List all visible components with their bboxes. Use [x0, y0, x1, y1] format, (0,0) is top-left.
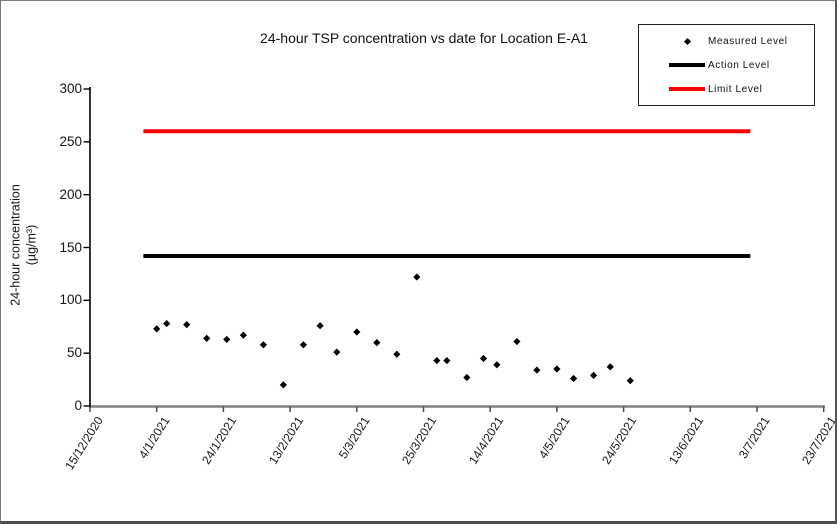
data-point — [203, 334, 211, 342]
y-tick-label: 100 — [59, 292, 82, 308]
data-point — [433, 356, 441, 365]
data-point — [239, 331, 248, 339]
y-axis-title-text: 24-hour concentration (µg/m³) — [8, 184, 39, 306]
data-point — [493, 361, 501, 369]
data-point — [569, 374, 578, 383]
data-point — [413, 273, 421, 281]
data-point — [443, 356, 451, 365]
y-tick-label: 250 — [59, 133, 82, 149]
data-point — [393, 350, 401, 358]
legend-item-limit: Limit Level — [667, 80, 810, 98]
data-point — [589, 371, 598, 379]
y-tick-label: 0 — [74, 398, 82, 413]
data-point — [353, 328, 361, 336]
data-point — [316, 322, 324, 330]
data-point — [463, 373, 471, 382]
legend-label-limit: Limit Level — [708, 83, 763, 95]
data-point — [553, 365, 561, 373]
y-tick-label: 150 — [59, 239, 82, 255]
data-point — [153, 325, 161, 333]
y-tick-label: 200 — [59, 186, 82, 202]
data-point — [259, 341, 268, 349]
legend-label-action: Action Level — [708, 59, 770, 71]
legend-symbol-measured — [667, 37, 707, 45]
data-point — [163, 319, 171, 328]
data-point — [533, 366, 541, 374]
action-line-icon — [669, 63, 705, 67]
y-tick-label: 50 — [66, 345, 82, 361]
diamond-marker-icon — [683, 37, 691, 45]
data-point — [513, 337, 521, 346]
legend-item-measured: Measured Level — [667, 32, 810, 50]
data-point — [299, 341, 308, 349]
y-axis-title-line1: 24-hour concentration — [8, 184, 23, 306]
data-point — [183, 321, 191, 329]
y-tick-label: 300 — [59, 81, 82, 96]
data-point — [479, 354, 488, 363]
data-point — [626, 377, 634, 385]
legend-label-measured: Measured Level — [708, 35, 788, 47]
data-point — [279, 381, 288, 389]
data-point — [333, 348, 341, 356]
legend-symbol-action — [667, 63, 707, 67]
chart-title: 24-hour TSP concentration vs date for Lo… — [260, 30, 588, 46]
legend-symbol-limit — [667, 87, 707, 91]
data-point — [373, 339, 381, 347]
legend: Measured Level Action Level Limit Level — [638, 24, 815, 106]
data-point — [223, 335, 231, 344]
data-point — [606, 363, 614, 371]
limit-line-icon — [669, 87, 705, 91]
legend-item-action: Action Level — [667, 56, 810, 74]
y-axis-title-line2: (µg/m³) — [24, 224, 38, 266]
